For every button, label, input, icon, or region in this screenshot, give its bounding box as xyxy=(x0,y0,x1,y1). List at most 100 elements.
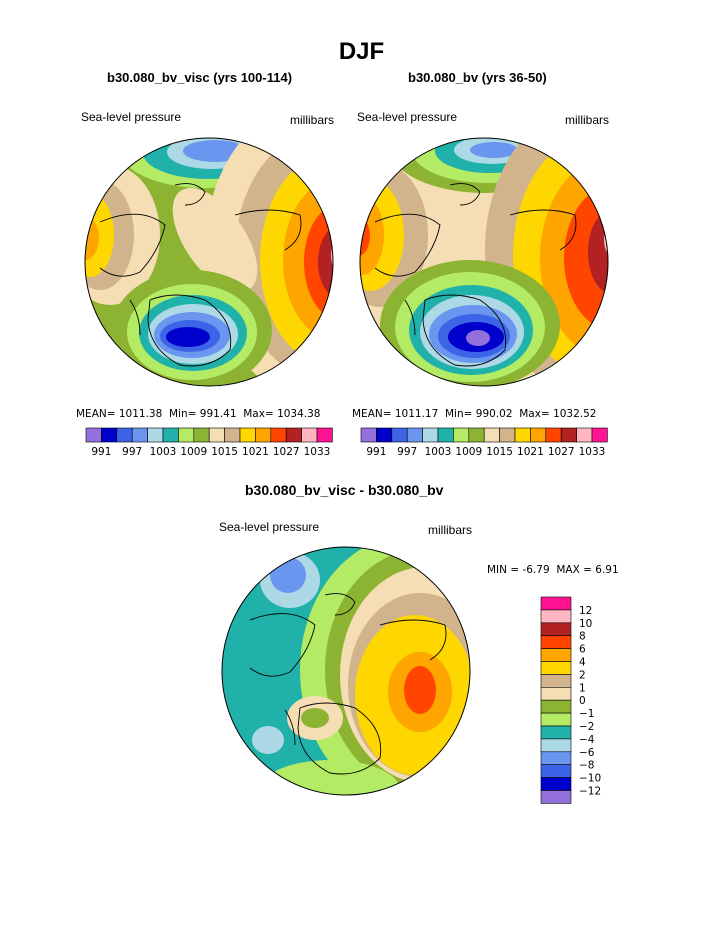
panel3-colorbar-box xyxy=(540,661,572,675)
panel3-colorbar-tick-label: 10 xyxy=(579,618,592,630)
panel3-coastline-arctic-islands xyxy=(324,593,356,616)
panel3-europe-band-m1 xyxy=(301,708,329,728)
diff-title: b30.080_bv_visc - b30.080_bv xyxy=(245,482,444,498)
panel2-min-label: Min= xyxy=(444,408,473,420)
panel2-colorbar-box xyxy=(576,427,593,443)
panel2-colorbar-box xyxy=(468,427,485,443)
panel3-atlantic-band-m6 xyxy=(252,726,284,754)
panel1-colorbar-box xyxy=(208,427,225,443)
panel2-colorbar-box xyxy=(360,427,377,443)
panel1-colorbar-box xyxy=(285,427,302,443)
panel3-colorbar-box xyxy=(540,674,572,688)
panel3-colorbar-box xyxy=(540,738,572,753)
panel1-colorbar-box xyxy=(224,427,241,443)
panel3-colorbar-tick-label: −12 xyxy=(579,786,601,798)
panel2-colorbar-box xyxy=(560,427,577,443)
panel1-colorbar-box xyxy=(239,427,256,443)
panel3-map xyxy=(222,547,470,795)
panel3-min-value: -6.79 xyxy=(522,564,550,576)
panel1-max-value: 1034.38 xyxy=(277,408,321,420)
panel2-boundary xyxy=(359,137,609,387)
panel3-pos-band-6 xyxy=(404,666,436,714)
panel1-colorbar-box xyxy=(301,427,318,443)
panel3-colorbar-box xyxy=(540,777,572,791)
panel3-coastline-greenland xyxy=(284,709,296,746)
panel3-colorbar-box xyxy=(540,596,572,611)
panel3-min-label: MIN = xyxy=(487,564,520,576)
panel1-coastline-siberia xyxy=(234,209,302,251)
panel1-boundary xyxy=(84,137,334,387)
panel2-high-band-1027 xyxy=(564,186,608,330)
panel2-colorbar-box xyxy=(406,427,423,443)
panel1-colorbar: 991 997 1003 1009 1015 1021 1027 1033 xyxy=(85,427,333,458)
panel3-pacific-band-m8 xyxy=(270,557,306,593)
panel1-na-band-1024 xyxy=(85,216,99,260)
panel2-colorbar-tick-label: 1003 xyxy=(425,446,452,458)
panel2-coastline-siberia xyxy=(509,209,577,251)
panel2-max-value: 1032.52 xyxy=(553,408,597,420)
panel2-coastlines xyxy=(374,183,577,367)
panel3-colorbar-tick-label: −4 xyxy=(579,734,595,746)
panel1-variable-label: Sea-level pressure xyxy=(81,110,182,124)
panel1-colorbar-tick-label: 1027 xyxy=(273,446,300,458)
panel1-colorbar-tick-label: 1015 xyxy=(211,446,238,458)
panel3-colorbar-tick-label: −8 xyxy=(579,760,594,772)
panel2-pacific-band-1000 xyxy=(470,142,518,158)
panel3-colorbar-box xyxy=(540,609,572,624)
panel3-colorbar-tick-label: −2 xyxy=(579,721,594,733)
panel1-min-value: 991.41 xyxy=(199,408,237,420)
panel1-low-band-991 xyxy=(166,327,210,347)
panel1-high-band-1027 xyxy=(304,204,333,320)
main-title: DJF xyxy=(338,38,385,65)
panel2-colorbar-tick-label: 1009 xyxy=(455,446,482,458)
panel1-colorbar-box xyxy=(85,427,102,443)
panel2-coastline-north-america xyxy=(374,213,441,277)
panel1-units-label: millibars xyxy=(290,113,335,127)
panel1-mean-value: 1011.38 xyxy=(118,408,163,420)
panel3-colorbar-tick-label: 4 xyxy=(579,657,586,669)
panel2-title: b30.080_bv (yrs 36-50) xyxy=(408,70,547,85)
panel3-colorbar-box xyxy=(540,648,572,662)
panel2-colorbar-tick-label: 997 xyxy=(397,446,417,458)
panel2-colorbar-box xyxy=(376,427,393,443)
panel1-high-band-1036 xyxy=(336,246,344,264)
panel1-colorbar-tick-label: 1003 xyxy=(150,446,177,458)
panel1-high-band-1033 xyxy=(331,237,333,273)
panel2-coastline-arctic-islands xyxy=(449,183,481,206)
panel3-stats: MIN = -6.79 MAX = 6.91 xyxy=(487,564,619,576)
panel2-high-band-1024 xyxy=(540,158,608,358)
panel2-colorbar-tick-label: 991 xyxy=(366,446,386,458)
panel3-colorbar-box xyxy=(540,635,572,649)
panel2-coastline-greenland xyxy=(404,299,416,336)
panel1-colorbar-box xyxy=(101,427,118,443)
panel3-colorbar-box xyxy=(540,725,572,740)
panel2-colorbar-tick-label: 1033 xyxy=(579,446,606,458)
panel2-min-value: 990.02 xyxy=(475,408,513,420)
panel3-variable-label: Sea-level pressure xyxy=(219,520,320,534)
panel3-colorbar-tick-label: 12 xyxy=(579,605,592,617)
panel3-coastlines xyxy=(249,593,447,775)
panel1-arctic-ridge xyxy=(172,187,258,293)
panel1-coastline-arctic-islands xyxy=(174,183,206,206)
panel1-high-band-1030 xyxy=(318,224,333,300)
panel2-stats: MEAN= 1011.17 Min= 990.02 Max= 1032.52 xyxy=(352,408,596,420)
panel1-colorbar-tick-label: 1009 xyxy=(180,446,207,458)
panel3-colorbar-tick-label: −10 xyxy=(579,773,601,785)
panel2-colorbar-box xyxy=(437,427,454,443)
panel2-max-label: Max= xyxy=(519,408,550,420)
panel3-colorbar-box xyxy=(540,764,572,778)
panel3-max-label: MAX = xyxy=(556,564,592,576)
panel2-colorbar-box xyxy=(391,427,408,443)
panel3-south-band-m2 xyxy=(260,760,400,795)
panel3-coastline-north-america xyxy=(249,613,316,677)
panel1-stats: MEAN= 1011.38 Min= 991.41 Max= 1034.38 xyxy=(76,408,320,420)
panel1-colorbar-box xyxy=(193,427,210,443)
panel3-boundary xyxy=(221,546,471,796)
panel2-coastline-europe xyxy=(422,294,507,367)
panel2-colorbar-box xyxy=(422,427,439,443)
panel1-colorbar-box xyxy=(255,427,272,443)
panel2-high-band-1030 xyxy=(588,210,608,294)
panel3-colorbar-tick-label: 2 xyxy=(579,669,586,681)
